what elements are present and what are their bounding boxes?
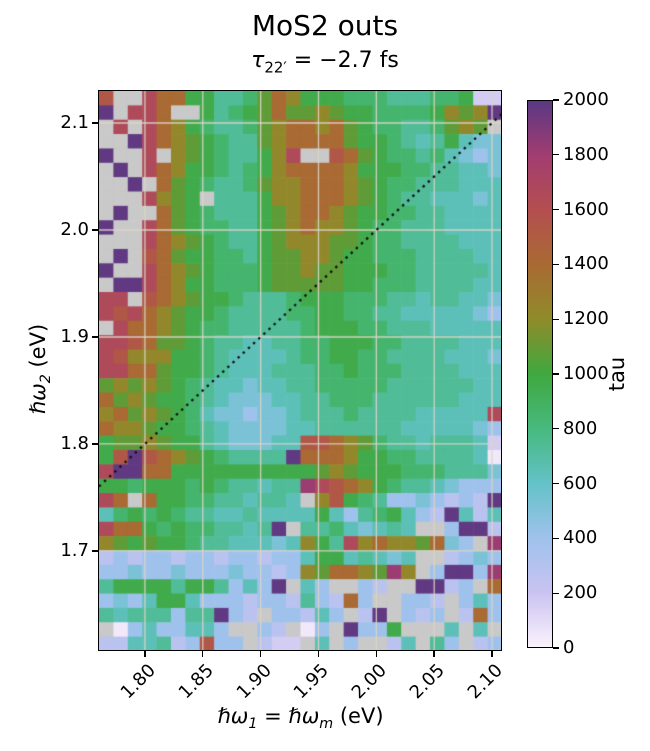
y-tick-mark [92, 336, 98, 338]
y-axis-label: ℏω2 (eV) [25, 323, 55, 415]
x-tick-mark [144, 651, 146, 657]
subtitle-value: = −2.7 fs [286, 48, 399, 73]
x-tick-mark [375, 651, 378, 657]
x-tick-mark [202, 651, 204, 657]
colorbar-tick-mark [553, 208, 559, 211]
colorbar-tick-mark [553, 482, 559, 485]
colorbar-tick-mark [553, 428, 559, 430]
chart-title: MoS2 outs [251, 9, 399, 42]
colorbar-tick-mark [553, 647, 559, 649]
y-tick-mark [92, 443, 98, 445]
colorbar-tick-label: 400 [563, 527, 598, 549]
colorbar-tick-label: 1400 [563, 253, 609, 275]
plot-border [98, 90, 502, 651]
x-tick-mark [317, 651, 320, 657]
colorbar-tick-mark [553, 318, 559, 320]
x-axis-label: ℏω1 = ℏωm (eV) [217, 704, 384, 733]
y-tick-label: 1.7 [60, 539, 89, 561]
colorbar-tick-mark [553, 373, 559, 375]
colorbar-tick-mark [553, 537, 559, 540]
colorbar-tick-label: 2000 [563, 89, 609, 110]
colorbar-tick-mark [553, 154, 559, 156]
tau-symbol: τ [251, 48, 265, 73]
y-tick-mark [92, 122, 98, 124]
colorbar-tick-mark [553, 592, 559, 594]
x-tick-mark [259, 651, 262, 657]
y-tick-mark [92, 550, 98, 552]
colorbar-tick-mark [553, 263, 559, 266]
colorbar-tick-label: 1000 [563, 363, 609, 384]
tau-subscript: 22′ [264, 58, 287, 77]
colorbar-tick-label: 1600 [563, 198, 609, 220]
colorbar-label: tau [605, 356, 629, 392]
y-tick-label: 1.9 [60, 325, 89, 347]
colorbar-tick-label: 1800 [563, 143, 609, 165]
colorbar-tick-mark [553, 99, 559, 101]
x-tick-mark [433, 651, 435, 657]
y-tick-label: 2.1 [60, 111, 89, 133]
y-tick-label: 2.0 [60, 218, 89, 240]
y-tick-label: 1.8 [60, 432, 89, 454]
x-tick-mark [491, 651, 493, 657]
y-tick-mark [92, 229, 98, 231]
colorbar-gradient [527, 100, 553, 648]
colorbar-tick-label: 800 [563, 417, 598, 439]
chart-subtitle: τ22′ = −2.7 fs [0, 47, 650, 81]
colorbar-tick-label: 200 [563, 582, 598, 604]
colorbar-tick-label: 1200 [563, 308, 609, 330]
colorbar-tick-label: 600 [563, 472, 598, 494]
heatmap-canvas [99, 91, 502, 651]
colorbar-tick-label: 0 [563, 637, 575, 658]
